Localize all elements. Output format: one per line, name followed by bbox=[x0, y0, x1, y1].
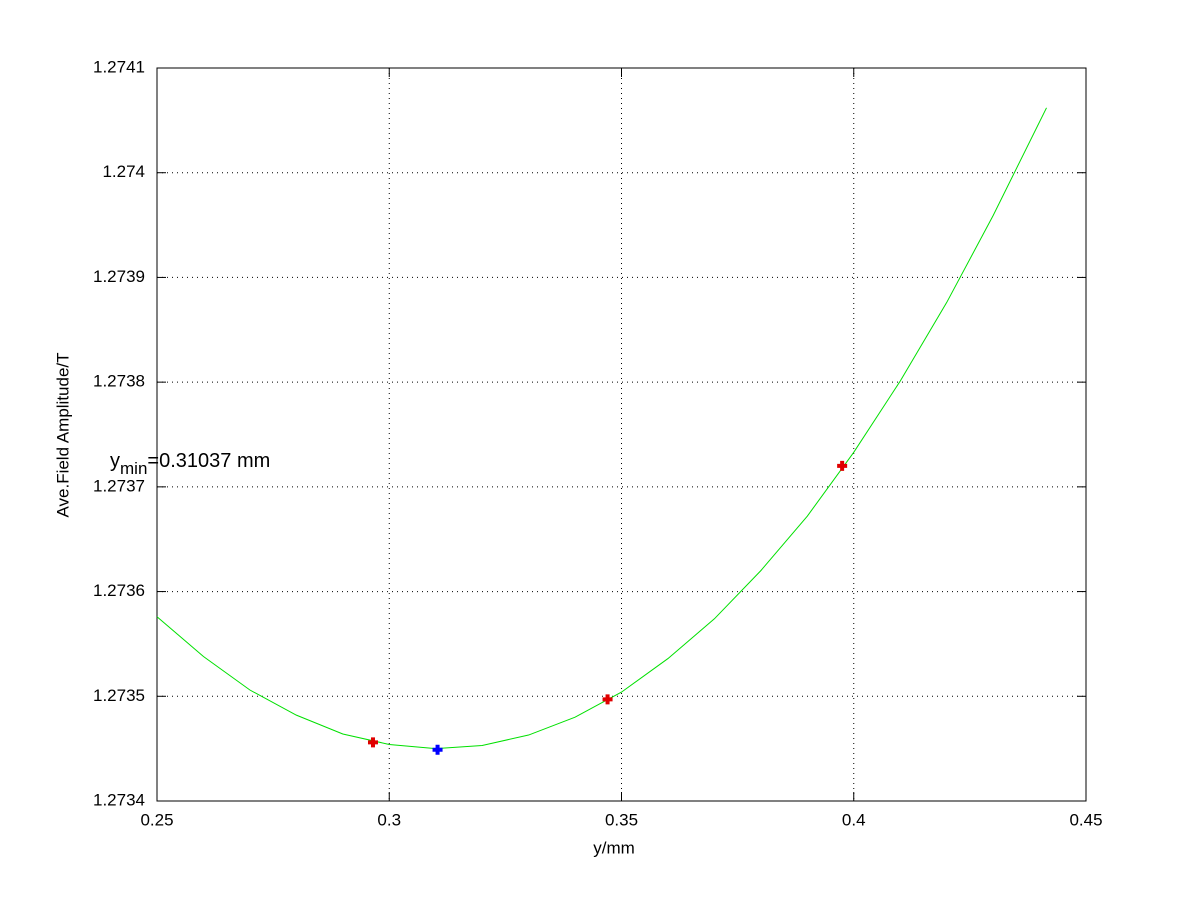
annotation-base: y bbox=[110, 450, 120, 472]
x-tick-label: 0.25 bbox=[140, 810, 173, 829]
x-tick-label: 0.3 bbox=[377, 810, 401, 829]
y-tick-label: 1.2736 bbox=[93, 581, 145, 600]
x-axis-label: y/mm bbox=[593, 838, 635, 857]
y-axis-label: Ave.Field Amplitude/T bbox=[53, 352, 72, 517]
x-tick-label: 0.35 bbox=[605, 810, 638, 829]
y-tick-label: 1.2739 bbox=[93, 267, 145, 286]
plot-frame bbox=[156, 67, 1087, 802]
x-tick-label: 0.45 bbox=[1069, 810, 1102, 829]
x-tick-label: 0.4 bbox=[842, 810, 866, 829]
fit-curve bbox=[156, 107, 1047, 750]
annotation-text: =0.31037 mm bbox=[147, 450, 270, 472]
annotation: ymin=0.31037 mm bbox=[110, 450, 270, 478]
data-point bbox=[367, 737, 378, 748]
y-tick-label: 1.274 bbox=[102, 162, 145, 181]
data-point bbox=[837, 460, 848, 471]
y-tick-label: 1.2738 bbox=[93, 372, 145, 391]
data-point bbox=[432, 744, 443, 755]
y-tick-label: 1.2741 bbox=[93, 57, 145, 76]
data-point bbox=[602, 694, 613, 705]
y-tick-label: 1.2737 bbox=[93, 476, 145, 495]
annotation-sub: min bbox=[120, 459, 147, 478]
y-tick-label: 1.2734 bbox=[93, 790, 145, 809]
y-tick-label: 1.2735 bbox=[93, 686, 145, 705]
